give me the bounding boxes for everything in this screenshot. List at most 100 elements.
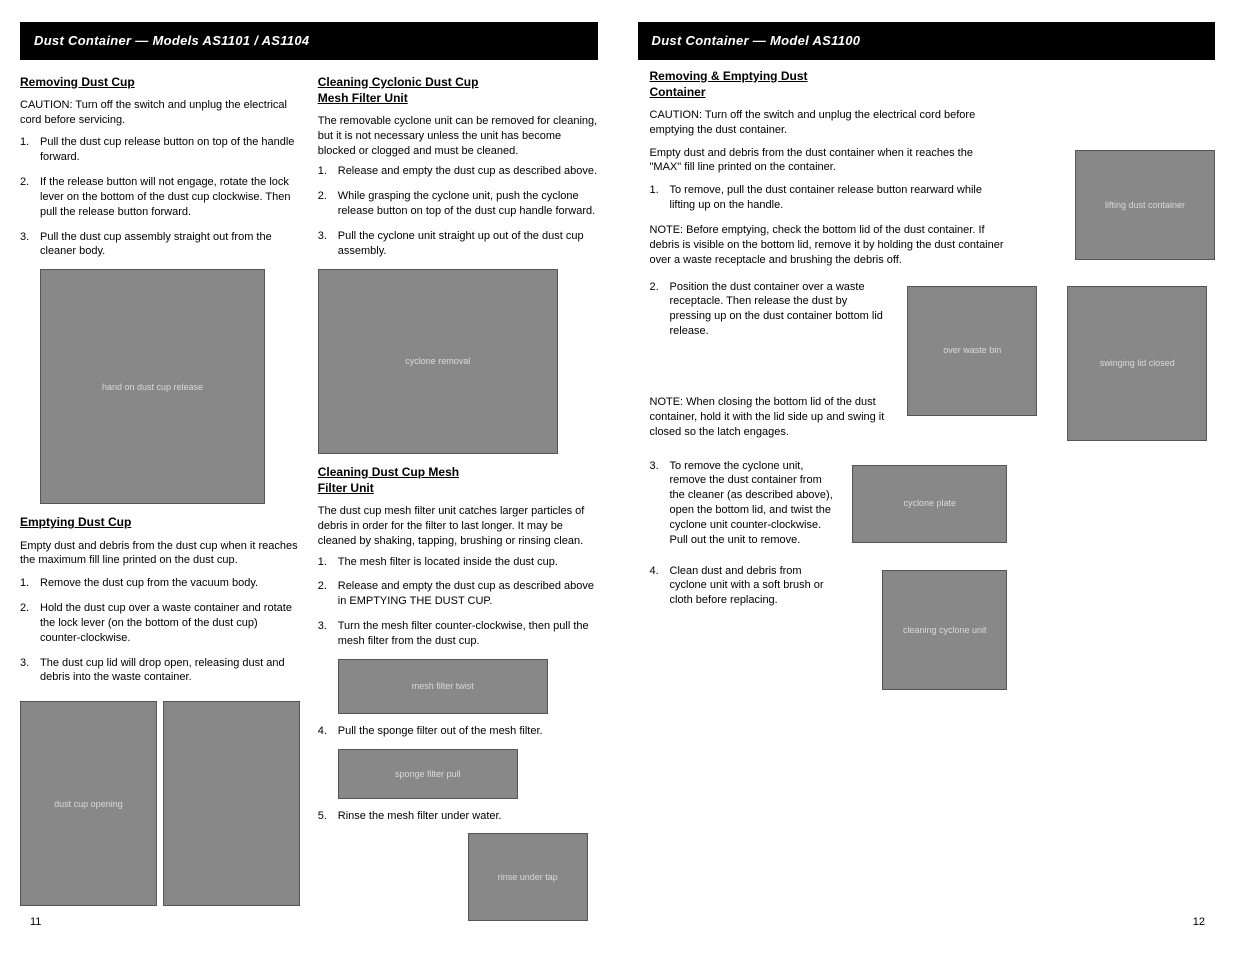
step-e1: 1. Remove the dust cup from the vacuum b… xyxy=(20,576,300,591)
mesh-intro: The dust cup mesh filter unit catches la… xyxy=(318,504,598,549)
step-a1: 1. Pull the dust cup release button on t… xyxy=(20,135,300,165)
step-number: 3. xyxy=(20,656,34,686)
step-text: Pull the sponge filter out of the mesh f… xyxy=(338,724,598,739)
figure-label: mesh filter twist xyxy=(412,680,474,692)
figure-label: cyclone plate xyxy=(903,497,956,509)
step-text: To remove, pull the dust container relea… xyxy=(670,183,1005,213)
step-text: While grasping the cyclone unit, push th… xyxy=(338,189,598,219)
step-m4: 4. Pull the sponge filter out of the mes… xyxy=(318,724,598,739)
caution-text-a: CAUTION: Turn off the switch and unplug … xyxy=(20,98,300,128)
step-text: Clean dust and debris from cyclone unit … xyxy=(670,564,837,609)
step-a2: 2. If the release button will not engage… xyxy=(20,175,300,220)
right-caution: CAUTION: Turn off the switch and unplug … xyxy=(650,108,997,138)
step-text: Position the dust container over a waste… xyxy=(670,280,892,339)
step-number: 2. xyxy=(650,280,664,339)
remove-dust-cup-title: Removing Dust Cup xyxy=(20,74,300,90)
figure-label: over waste bin xyxy=(943,344,1001,356)
left-col-b: Cleaning Cyclonic Dust Cup Mesh Filter U… xyxy=(318,68,598,932)
step-e3: 3. The dust cup lid will drop open, rele… xyxy=(20,656,300,686)
left-header-bar: Dust Container — Models AS1101 / AS1104 xyxy=(20,22,598,60)
step-number: 2. xyxy=(20,601,34,646)
step-c3: 3. Pull the cyclone unit straight up out… xyxy=(318,229,598,259)
figure-label: swinging lid closed xyxy=(1100,357,1175,369)
figure-label: cyclone removal xyxy=(405,355,470,367)
figure-over-bin: over waste bin xyxy=(907,286,1037,416)
right-page-number: 12 xyxy=(1193,915,1205,930)
figure-sponge-pull: sponge filter pull xyxy=(338,749,518,799)
figure-clean-cyclone: cleaning cyclone unit xyxy=(882,570,1007,690)
step-number: 4. xyxy=(318,724,332,739)
figure-lift-container: lifting dust container xyxy=(1075,150,1215,260)
right-text-block-4: 4. Clean dust and debris from cyclone un… xyxy=(650,564,837,700)
step-e2: 2. Hold the dust cup over a waste contai… xyxy=(20,601,300,646)
figure-label: hand on dust cup release xyxy=(102,381,203,393)
step-number: 5. xyxy=(318,809,332,824)
step-m2: 2. Release and empty the dust cup as des… xyxy=(318,579,598,609)
r-step-1: 1. To remove, pull the dust container re… xyxy=(650,183,1005,213)
step-number: 1. xyxy=(318,555,332,570)
empty-dust-cup-title: Emptying Dust Cup xyxy=(20,514,300,530)
step-text: Pull the cyclone unit straight up out of… xyxy=(338,229,598,259)
step-m1: 1. The mesh filter is located inside the… xyxy=(318,555,598,570)
step-number: 1. xyxy=(20,135,34,165)
right-text-block-2: 2. Position the dust container over a wa… xyxy=(650,280,892,451)
clean-cyclone-title: Cleaning Cyclonic Dust Cup xyxy=(318,74,598,90)
step-text: Release and empty the dust cup as descri… xyxy=(338,579,598,609)
step-text: Release and empty the dust cup as descri… xyxy=(338,164,598,179)
figure-mesh-twist: mesh filter twist xyxy=(338,659,548,714)
figure-dust-cup-open-a: dust cup opening xyxy=(20,701,157,906)
step-number: 4. xyxy=(650,564,664,609)
figure-label: cleaning cyclone unit xyxy=(903,624,987,636)
step-number: 2. xyxy=(318,579,332,609)
empty-intro: Empty dust and debris from the dust cup … xyxy=(20,539,300,569)
figure-rinse-tap: rinse under tap xyxy=(468,833,588,921)
step-text: To remove the cyclone unit, remove the d… xyxy=(670,459,837,548)
step-number: 2. xyxy=(318,189,332,219)
step-text: Pull the dust cup release button on top … xyxy=(40,135,300,165)
step-number: 1. xyxy=(318,164,332,179)
clean-cyclone-sub: Mesh Filter Unit xyxy=(318,90,598,106)
cyclone-intro: The removable cyclone unit can be remove… xyxy=(318,114,598,159)
left-page-number: 11 xyxy=(30,915,41,930)
r-step-3: 3. To remove the cyclone unit, remove th… xyxy=(650,459,837,548)
step-number: 2. xyxy=(20,175,34,220)
left-page: Dust Container — Models AS1101 / AS1104 … xyxy=(20,22,598,931)
step-text: Remove the dust cup from the vacuum body… xyxy=(40,576,300,591)
right-section-title: Removing & Emptying Dust xyxy=(650,68,1216,84)
step-text: If the release button will not engage, r… xyxy=(40,175,300,220)
right-page: Dust Container — Model AS1100 Removing &… xyxy=(638,22,1216,931)
figure-label: dust cup opening xyxy=(54,798,123,810)
step-m3: 3. Turn the mesh filter counter-clockwis… xyxy=(318,619,598,649)
step-a3: 3. Pull the dust cup assembly straight o… xyxy=(20,230,300,260)
left-header-text: Dust Container — Models AS1101 / AS1104 xyxy=(34,33,309,48)
figure-label: rinse under tap xyxy=(498,871,558,883)
figure-label: sponge filter pull xyxy=(395,768,461,780)
step-number: 1. xyxy=(650,183,664,213)
left-col-a: Removing Dust Cup CAUTION: Turn off the … xyxy=(20,68,300,932)
clean-mesh-sub: Filter Unit xyxy=(318,480,598,496)
right-intro: Empty dust and debris from the dust cont… xyxy=(650,146,1005,176)
right-header-bar: Dust Container — Model AS1100 xyxy=(638,22,1216,60)
step-text: Turn the mesh filter counter-clockwise, … xyxy=(338,619,598,649)
step-text: The mesh filter is located inside the du… xyxy=(338,555,598,570)
r-step-4: 4. Clean dust and debris from cyclone un… xyxy=(650,564,837,609)
clean-mesh-title: Cleaning Dust Cup Mesh xyxy=(318,464,598,480)
step-text: The dust cup lid will drop open, releasi… xyxy=(40,656,300,686)
figure-cyclone-plate: cyclone plate xyxy=(852,465,1007,543)
step-number: 3. xyxy=(650,459,664,548)
figure-cyclone-removal: cyclone removal xyxy=(318,269,558,454)
figure-dust-cup-open-b xyxy=(163,701,300,906)
right-section-sub: Container xyxy=(650,84,1216,100)
figure-swing-lid: swinging lid closed xyxy=(1067,286,1207,441)
right-text-block-1: Empty dust and debris from the dust cont… xyxy=(650,146,1005,276)
figure-remove-dust-cup: hand on dust cup release xyxy=(40,269,265,504)
right-note-2: NOTE: When closing the bottom lid of the… xyxy=(650,395,892,440)
step-c1: 1. Release and empty the dust cup as des… xyxy=(318,164,598,179)
right-text-block-3: 3. To remove the cyclone unit, remove th… xyxy=(650,459,837,558)
right-header-text: Dust Container — Model AS1100 xyxy=(652,33,861,48)
step-text: Rinse the mesh filter under water. xyxy=(338,809,598,824)
step-number: 1. xyxy=(20,576,34,591)
step-c2: 2. While grasping the cyclone unit, push… xyxy=(318,189,598,219)
step-m5: 5. Rinse the mesh filter under water. xyxy=(318,809,598,824)
step-text: Hold the dust cup over a waste container… xyxy=(40,601,300,646)
